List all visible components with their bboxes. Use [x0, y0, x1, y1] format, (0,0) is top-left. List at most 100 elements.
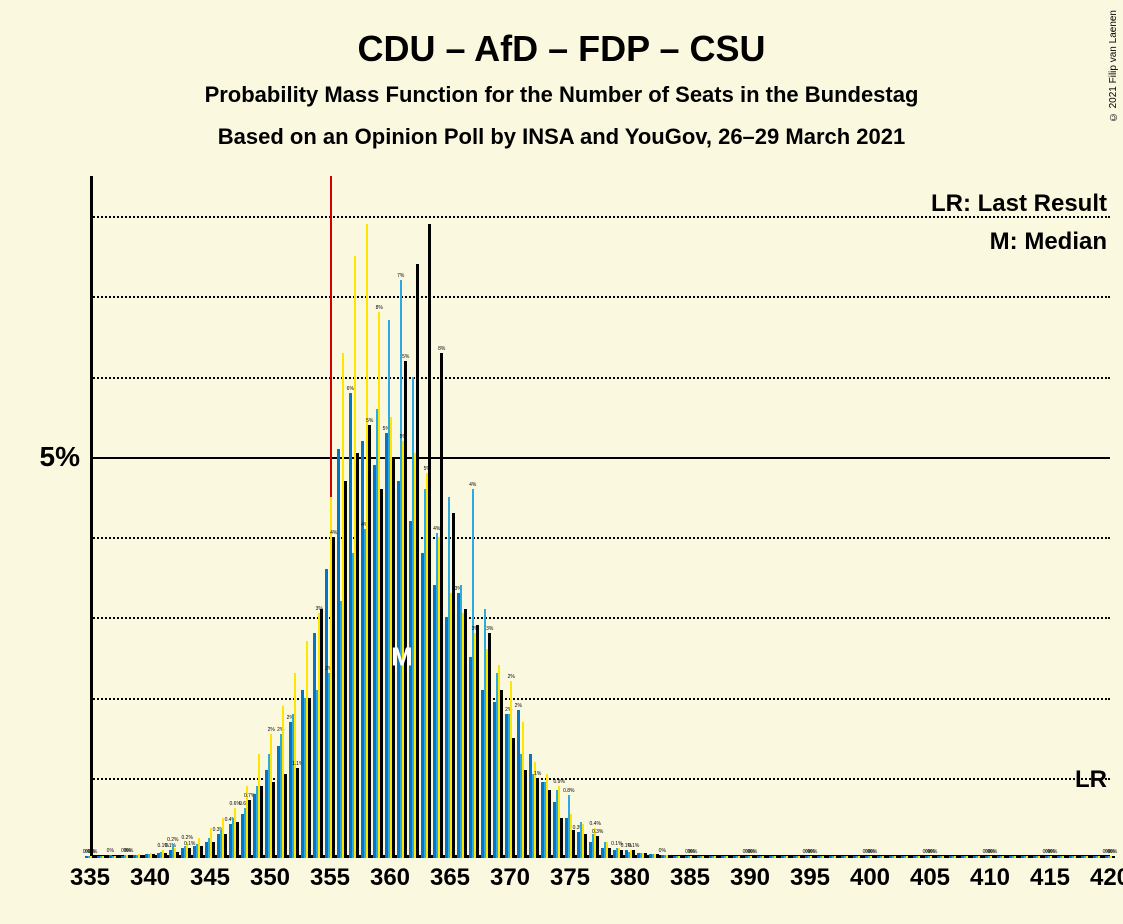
bar: [812, 856, 814, 858]
chart-subtitle-2: Based on an Opinion Poll by INSA and You…: [0, 124, 1123, 150]
x-tick-label: 375: [550, 864, 590, 892]
bar: [176, 852, 178, 858]
bar: [344, 481, 346, 858]
copyright-text: © 2021 Filip van Laenen: [1108, 10, 1119, 122]
bar-label: 0.8%: [563, 788, 574, 794]
bar: [416, 264, 418, 858]
grid-line: [90, 778, 1110, 780]
bar-label: 8%: [376, 305, 383, 311]
bar: [848, 856, 850, 858]
bar: [104, 856, 106, 858]
bar: [380, 489, 382, 858]
bar-label: 0.3%: [592, 829, 603, 835]
bar-label: 0.1%: [628, 843, 639, 849]
bar-label: 0%: [750, 849, 757, 855]
bar-label: 0%: [810, 849, 817, 855]
bar: [1052, 856, 1054, 858]
x-tick-label: 405: [910, 864, 950, 892]
bar: [680, 856, 682, 858]
bar: [332, 537, 334, 858]
bar-label: 8%: [438, 346, 445, 352]
bar-label: 2%: [515, 703, 522, 709]
chart-container: CDU – AfD – FDP – CSU Probability Mass F…: [0, 0, 1123, 924]
bar-label: 1%: [534, 771, 541, 777]
bar: [776, 856, 778, 858]
bar: [956, 856, 958, 858]
bar-label: 0%: [1050, 849, 1057, 855]
x-tick-label: 395: [790, 864, 830, 892]
legend-last-result: LR: Last Result: [931, 190, 1107, 218]
x-tick-label: 335: [70, 864, 110, 892]
x-tick-label: 365: [430, 864, 470, 892]
bar: [356, 453, 358, 858]
bar: [488, 633, 490, 858]
bar: [428, 224, 430, 858]
bar: [908, 856, 910, 858]
bar-label: 2%: [508, 674, 515, 680]
bar: [968, 856, 970, 858]
bar: [740, 856, 742, 858]
bar: [248, 800, 250, 858]
plot-area: 0%0%0%0%0%0%0%0%0.1%0.1%0.2%0.2%0.1%0.3%…: [90, 176, 1110, 858]
median-marker: M: [391, 642, 413, 673]
bar: [632, 850, 634, 858]
bar: [308, 698, 310, 858]
lr-axis-label: LR: [1075, 766, 1107, 794]
bar: [260, 786, 262, 858]
bar-label: 4%: [469, 482, 476, 488]
bar: [1100, 856, 1102, 858]
grid-line: [90, 698, 1110, 700]
x-tick-label: 345: [190, 864, 230, 892]
bar-label: 0%: [930, 849, 937, 855]
x-tick-label: 340: [130, 864, 170, 892]
bar: [548, 790, 550, 858]
bar: [452, 513, 454, 858]
bar: [188, 848, 190, 858]
bar-label: 3%: [486, 626, 493, 632]
bar: [704, 856, 706, 858]
bar-label: 0%: [1110, 849, 1117, 855]
bar-label: 0%: [659, 848, 666, 854]
bar: [1088, 856, 1090, 858]
bar: [320, 609, 322, 858]
bar: [560, 818, 562, 858]
bar: [764, 856, 766, 858]
bar: [620, 850, 622, 858]
x-tick-label: 400: [850, 864, 890, 892]
bar: [440, 353, 442, 858]
bar: [752, 856, 754, 858]
x-tick-label: 390: [730, 864, 770, 892]
x-tick-label: 355: [310, 864, 350, 892]
bar: [212, 842, 214, 858]
x-tick-label: 420: [1090, 864, 1123, 892]
bar: [872, 856, 874, 858]
bar-label: 0%: [870, 849, 877, 855]
y-tick-label: 5%: [10, 441, 80, 473]
bar: [884, 856, 886, 858]
bar: [1016, 856, 1018, 858]
bar: [500, 690, 502, 858]
bar: [836, 856, 838, 858]
bar: [1112, 856, 1114, 858]
bar-label: 7%: [397, 273, 404, 279]
bar-label: 0.9%: [554, 779, 565, 785]
bar: [464, 609, 466, 858]
bar: [800, 856, 802, 858]
grid-line: [90, 296, 1110, 298]
chart-subtitle-1: Probability Mass Function for the Number…: [0, 82, 1123, 108]
bar: [284, 774, 286, 858]
bar: [584, 834, 586, 858]
grid-line: [90, 457, 1110, 459]
bar: [476, 625, 478, 858]
bar: [932, 856, 934, 858]
bar: [992, 856, 994, 858]
bar: [644, 853, 646, 858]
grid-line: [90, 377, 1110, 379]
bar-label: 0.2%: [167, 837, 178, 843]
bar-label: 0%: [126, 848, 133, 854]
x-tick-label: 380: [610, 864, 650, 892]
bar: [944, 856, 946, 858]
x-tick-label: 415: [1030, 864, 1070, 892]
x-tick-label: 385: [670, 864, 710, 892]
bar: [272, 782, 274, 858]
